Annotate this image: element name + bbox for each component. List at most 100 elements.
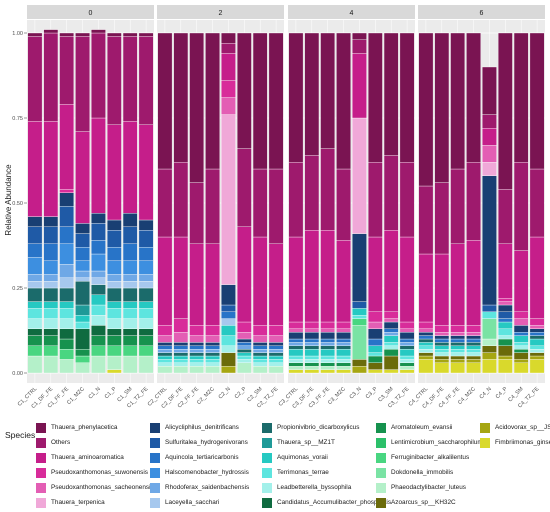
legend-swatch: [36, 452, 46, 463]
bar-segment: [304, 349, 320, 357]
bar-segment: [418, 355, 434, 360]
bar-segment: [157, 352, 173, 357]
bar-segment: [320, 362, 336, 367]
legend-label: Laceyella_sacchari: [165, 499, 220, 506]
bar-segment: [122, 287, 138, 302]
bar-segment: [466, 335, 481, 340]
bar-segment: [450, 338, 466, 343]
bar-segment: [288, 369, 304, 374]
bar-segment: [173, 318, 189, 333]
legend-swatch: [150, 497, 160, 508]
bar-segment: [336, 366, 351, 370]
bar-segment: [513, 345, 529, 350]
bar-segment: [268, 349, 284, 353]
bar-segment: [252, 352, 268, 357]
bar-segment: [336, 362, 351, 367]
bar-segment: [466, 162, 481, 241]
legend-label: Others: [51, 439, 71, 446]
legend-label: Pseudoxanthomonas_suwonensis: [51, 469, 148, 476]
bar-segment: [367, 328, 383, 340]
bar-segment: [27, 355, 43, 374]
bar-segment: [399, 349, 415, 357]
bar-segment: [513, 359, 529, 363]
bar-segment: [221, 311, 236, 319]
x-tick-label: C3_N: [349, 386, 363, 400]
bar-segment: [529, 325, 545, 329]
facet-strip: [27, 5, 154, 19]
bar-segment: [122, 308, 138, 319]
legend-swatch: [376, 452, 386, 463]
bar-segment: [399, 345, 415, 350]
bar-segment: [122, 32, 138, 37]
bar-segment: [320, 32, 336, 149]
bar-segment: [466, 362, 481, 374]
bar-segment: [122, 328, 138, 336]
bar-segment: [320, 349, 336, 357]
bar-segment: [320, 332, 336, 340]
bar-segment: [59, 359, 75, 374]
bar-segment: [91, 315, 106, 326]
bar-segment: [75, 315, 90, 323]
bar-segment: [482, 162, 497, 176]
legend-swatch: [480, 422, 490, 433]
bar-segment: [450, 359, 466, 363]
bar-segment: [497, 243, 513, 299]
legend-label: Aromatoleum_evansii: [391, 424, 453, 431]
bar-segment: [122, 345, 138, 357]
bar-segment: [352, 359, 367, 367]
bar-segment: [336, 349, 351, 357]
bar-segment: [138, 281, 154, 289]
bar-segment: [466, 352, 481, 357]
legend-label: Candidatus_Accumulibacter_phosphatis: [277, 499, 392, 506]
bar-segment: [288, 32, 304, 163]
bar-segment: [434, 332, 450, 336]
bar-segment: [304, 366, 320, 370]
bar-segment: [157, 355, 173, 360]
bar-segment: [75, 349, 90, 357]
legend-title: Species: [5, 430, 36, 440]
bar-segment: [221, 304, 236, 312]
bar-segment: [336, 338, 351, 343]
bar-segment: [482, 175, 497, 306]
legend-item: Candidatus_Accumulibacter_phosphatis: [262, 495, 391, 510]
x-tick-label: C3_MZC: [327, 386, 347, 406]
bar-segment: [43, 301, 59, 309]
bar-segment: [221, 43, 236, 54]
bar-segment: [59, 308, 75, 319]
legend-item: Sulfuritalea_hydrogenivorans: [150, 435, 249, 450]
legend-label: Aquincola_tertiaricarbonis: [165, 454, 239, 461]
bar-segment: [236, 345, 252, 350]
y-axis-label: Relative Abundance: [4, 164, 13, 236]
bar-segment: [27, 121, 43, 217]
bar-segment: [173, 355, 189, 360]
bar-segment: [106, 335, 122, 346]
legend-swatch: [376, 422, 386, 433]
bar-segment: [221, 325, 236, 336]
bar-segment: [252, 236, 268, 326]
bar-segment: [513, 352, 529, 360]
bar-segment: [482, 114, 497, 129]
bar-segment: [221, 32, 236, 44]
bar-segment: [189, 182, 205, 244]
bar-segment: [75, 247, 90, 261]
legend-label: Thauera_aminoaromatica: [51, 454, 124, 461]
bar-segment: [399, 342, 415, 346]
bar-segment: [106, 260, 122, 275]
legend-item: Fimbriimonas_ginsengisoli: [480, 435, 550, 450]
legend-item: Propionivibrio_dicarboxylicus: [262, 420, 391, 435]
bar-segment: [252, 359, 268, 363]
bar-segment: [336, 328, 351, 333]
bar-segment: [189, 325, 205, 336]
legend-item: Terrimonas_terrae: [262, 465, 391, 480]
bar-segment: [75, 281, 90, 306]
bar-segment: [466, 342, 481, 346]
bar-segment: [27, 281, 43, 289]
bar-segment: [352, 53, 367, 119]
bar-segment: [513, 335, 529, 343]
bar-segment: [352, 233, 367, 302]
bar-segment: [288, 332, 304, 340]
legend-item: Laceyella_sacchari: [150, 495, 249, 510]
stacked-bar-chart: Relative Abundance 0.00 0.25 0.50 0.75 1.00 0 C…: [4, 5, 545, 410]
legend-label: Thauera_phenylacetica: [51, 424, 118, 431]
bar-segment: [383, 345, 399, 350]
